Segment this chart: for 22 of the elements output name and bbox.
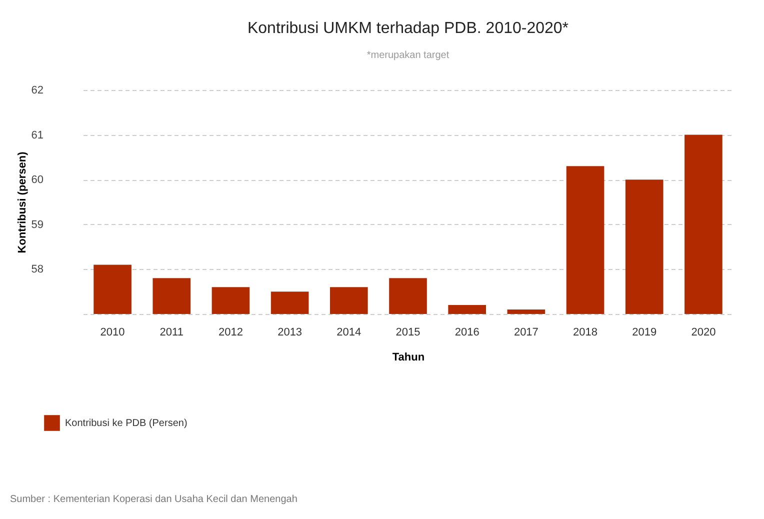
- x-tick-label: 2015: [396, 326, 420, 338]
- x-tick-label: 2010: [100, 326, 125, 338]
- x-tick-label: 2013: [278, 326, 302, 338]
- y-tick-label: 61: [31, 129, 44, 142]
- y-axis-title: Kontribusi (persen): [16, 151, 28, 254]
- y-tick-label: 62: [31, 84, 44, 96]
- x-tick-label: 2017: [514, 326, 538, 338]
- x-axis-title: Tahun: [392, 352, 425, 364]
- chart-subtitle: *merupakan target: [366, 50, 450, 61]
- legend-label: Kontribusi ke PDB (Persen): [65, 418, 188, 429]
- x-tick-label: 2016: [454, 326, 480, 338]
- x-tick-label: 2019: [632, 326, 657, 338]
- x-tick-label: 2020: [691, 326, 716, 338]
- x-tick-label: 2014: [336, 326, 362, 338]
- x-tick-label: 2012: [218, 326, 243, 338]
- y-tick-label: 60: [31, 174, 44, 186]
- y-tick-label: 58: [31, 264, 44, 276]
- x-tick-label: 2018: [573, 326, 598, 338]
- chart-title: Kontribusi UMKM terhadap PDB. 2010-2020*: [247, 20, 569, 37]
- text: Sumber : Kementerian Koperasi dan Usaha Kecil dan Menengah: [10, 494, 298, 505]
- y-tick-label: 59: [31, 218, 44, 231]
- x-tick-label: 2011: [160, 326, 184, 338]
